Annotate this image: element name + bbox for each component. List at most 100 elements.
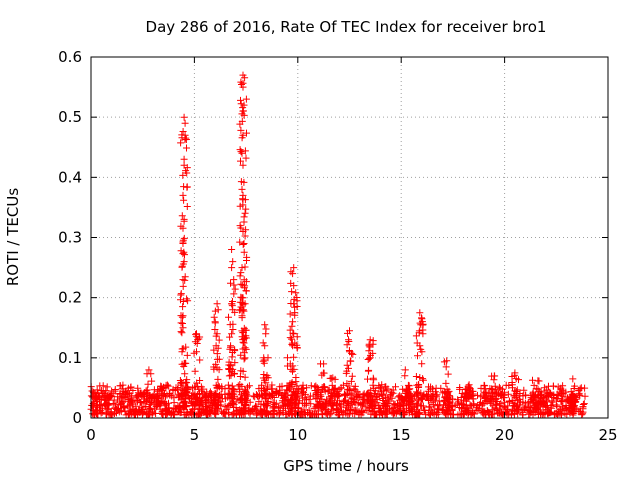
data-point (513, 397, 521, 405)
data-point (442, 363, 450, 371)
data-point (193, 348, 200, 356)
data-point (242, 402, 250, 410)
data-point (230, 370, 238, 378)
data-point (242, 345, 250, 353)
data-point (263, 395, 271, 402)
data-point (369, 381, 377, 389)
data-point (228, 353, 236, 361)
data-point (490, 372, 498, 380)
data-point (381, 410, 389, 418)
data-point (228, 264, 236, 272)
data-point (236, 381, 244, 388)
data-point (502, 408, 510, 416)
data-point (237, 126, 245, 134)
data-point (238, 281, 246, 289)
data-point (233, 411, 240, 419)
data-point (491, 382, 499, 390)
data-point (348, 395, 356, 403)
data-point (236, 272, 244, 280)
data-point (324, 407, 332, 415)
data-point (356, 390, 364, 398)
data-point (143, 410, 151, 418)
data-point (243, 253, 251, 261)
data-point (441, 401, 449, 409)
data-point (240, 248, 248, 256)
data-point (561, 409, 569, 417)
data-point (488, 385, 496, 393)
data-point (444, 395, 452, 403)
data-point (519, 411, 527, 419)
data-point (477, 384, 485, 392)
data-point (415, 410, 423, 418)
data-point (180, 258, 188, 266)
data-point (239, 367, 247, 375)
data-point (106, 410, 114, 418)
data-point (505, 382, 513, 389)
data-point (392, 410, 400, 417)
data-point (179, 276, 187, 284)
data-point (513, 386, 521, 394)
data-point (571, 402, 578, 410)
data-point (143, 386, 151, 394)
data-point (156, 405, 164, 413)
data-point (124, 395, 132, 403)
data-point (307, 400, 315, 408)
data-point (178, 348, 186, 356)
data-point (241, 354, 249, 362)
data-point (254, 392, 262, 400)
data-point (402, 393, 410, 401)
data-point (496, 385, 504, 393)
data-point (230, 410, 238, 418)
data-point (419, 402, 427, 410)
data-point (346, 327, 353, 335)
data-point (235, 388, 243, 396)
data-point (269, 404, 277, 412)
data-point (464, 394, 472, 401)
data-point (275, 404, 283, 412)
data-point (445, 400, 453, 408)
data-point (558, 404, 566, 412)
data-point (153, 398, 161, 406)
data-point (210, 399, 218, 407)
data-point (306, 392, 314, 400)
y-axis-label: ROTI / TECUs (4, 188, 22, 286)
data-point (193, 330, 200, 338)
data-point (351, 382, 359, 390)
data-point (168, 409, 175, 417)
data-point (276, 388, 284, 396)
data-point (462, 401, 470, 409)
data-point (99, 382, 107, 390)
data-point (333, 387, 341, 395)
data-point (529, 376, 536, 384)
data-point (504, 390, 512, 398)
data-point (181, 276, 189, 284)
data-point (488, 389, 496, 397)
data-point (241, 232, 249, 240)
data-point (468, 387, 476, 395)
data-point (487, 395, 495, 403)
data-point (314, 402, 322, 410)
data-point (532, 399, 540, 407)
data-point (418, 315, 426, 323)
data-point (324, 388, 332, 396)
data-point (531, 402, 539, 410)
data-point (334, 397, 341, 405)
data-point (260, 400, 267, 408)
data-point (459, 400, 467, 408)
data-point (318, 410, 326, 418)
data-point (333, 404, 341, 412)
data-point (557, 398, 565, 406)
data-point (444, 370, 452, 378)
data-point (414, 395, 422, 403)
data-point (289, 270, 297, 278)
data-point (179, 312, 187, 320)
data-point (366, 336, 374, 344)
data-point (230, 386, 238, 394)
data-point (236, 238, 244, 246)
data-point (206, 404, 214, 412)
data-point (181, 131, 189, 139)
data-point (549, 401, 557, 409)
data-point (290, 365, 298, 373)
data-point (403, 386, 411, 394)
data-point (287, 268, 295, 276)
